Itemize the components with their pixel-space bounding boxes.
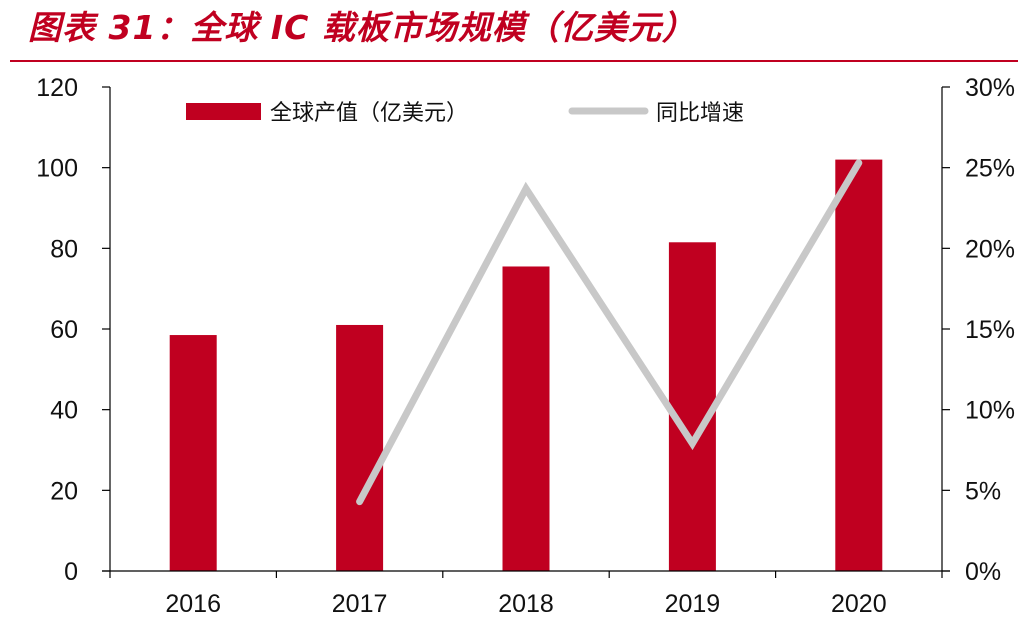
y-right-tick-label: 5%: [965, 477, 1001, 505]
legend-swatch-bar: [186, 103, 261, 120]
legend-label-line: 同比增速: [656, 101, 744, 126]
axes-layer: 0 20 40 60 80 100 120 0% 5% 10% 15% 20% 25% 30% 2016 20…: [36, 74, 1015, 618]
growth-line: [356, 159, 863, 506]
x-tick-label: 2019: [665, 590, 721, 618]
y-right-tick-label: 15%: [965, 316, 1015, 344]
x-tick-label: 2016: [165, 590, 221, 618]
y-left-tick-label: 20: [50, 477, 78, 505]
bar-2016: [169, 335, 217, 571]
y-right-tick-label: 10%: [965, 397, 1015, 425]
line-layer: [356, 159, 863, 506]
bar-2018: [502, 266, 550, 571]
bar-2020: [835, 159, 883, 571]
bars-layer: [169, 159, 883, 572]
y-right-tick-label: 30%: [965, 74, 1015, 102]
y-left-tick-label: 80: [50, 235, 78, 263]
bar-2017: [336, 324, 384, 571]
y-right-tick-label: 0%: [965, 558, 1001, 586]
y-left-tick-label: 60: [50, 316, 78, 344]
y-right-tick-label: 25%: [965, 155, 1015, 183]
y-left-tick-label: 100: [36, 155, 78, 183]
y-left-tick-label: 0: [64, 558, 78, 586]
x-tick-label: 2017: [332, 590, 388, 618]
x-tick-label: 2018: [498, 590, 554, 618]
legend-label-bar: 全球产值（亿美元）: [270, 101, 468, 126]
x-tick-label: 2020: [831, 590, 887, 618]
y-left-tick-label: 40: [50, 397, 78, 425]
chart-title: 图表 31：全球 IC 载板市场规模（亿美元）: [28, 8, 696, 47]
bar-2019: [668, 242, 716, 572]
y-left-tick-label: 120: [36, 74, 78, 102]
legend: 全球产值（亿美元） 同比增速: [186, 101, 744, 126]
title-rule: [10, 60, 1018, 62]
y-right-tick-label: 20%: [965, 235, 1015, 263]
